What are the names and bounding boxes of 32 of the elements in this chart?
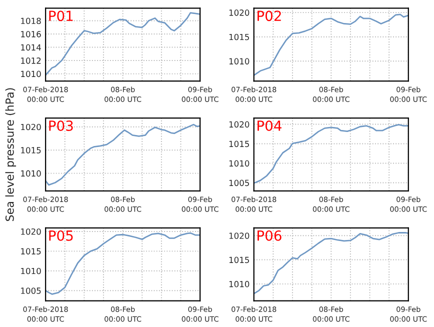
y-tick-label: 1020 (229, 10, 250, 16)
line-series (254, 232, 408, 294)
y-tick-label: 1018 (21, 18, 41, 24)
y-tick-label: 1020 (21, 124, 41, 130)
y-tick-label: 1005 (21, 288, 41, 294)
line-series (46, 12, 200, 76)
chart-title: P03 (49, 120, 73, 131)
y-tick-label: 1010 (21, 170, 41, 177)
y-tick-label: 1016 (21, 31, 41, 38)
y-tick-label: 1020 (229, 232, 250, 239)
chart-title: P06 (258, 230, 282, 241)
y-tick-label: 1020 (229, 121, 250, 128)
line-series (46, 232, 200, 295)
y-tick-label: 1015 (21, 248, 41, 254)
chart-title: P04 (258, 120, 282, 131)
chart-title: P01 (49, 10, 73, 22)
y-tick-label: 1010 (229, 58, 250, 64)
y-tick-label: 1014 (21, 44, 41, 51)
y-tick-label: 1010 (21, 70, 41, 78)
y-tick-label: 1010 (229, 160, 250, 167)
y-tick-label: 1012 (21, 58, 41, 64)
chart-title: P02 (258, 10, 281, 22)
y-tick-label: 1020 (21, 228, 41, 235)
y-tick-label: 1010 (229, 280, 250, 288)
chart-title: P05 (49, 230, 73, 241)
y-tick-label: 1010 (21, 268, 41, 274)
y-tick-label: 1015 (21, 147, 41, 154)
y-tick-label: 1005 (229, 180, 249, 186)
y-tick-label: 1015 (229, 140, 249, 148)
y-tick-label: 1015 (229, 256, 249, 264)
y-tick-label: 1015 (229, 34, 249, 40)
y-axis-title: Sea level pressure (hPa) (5, 88, 16, 221)
